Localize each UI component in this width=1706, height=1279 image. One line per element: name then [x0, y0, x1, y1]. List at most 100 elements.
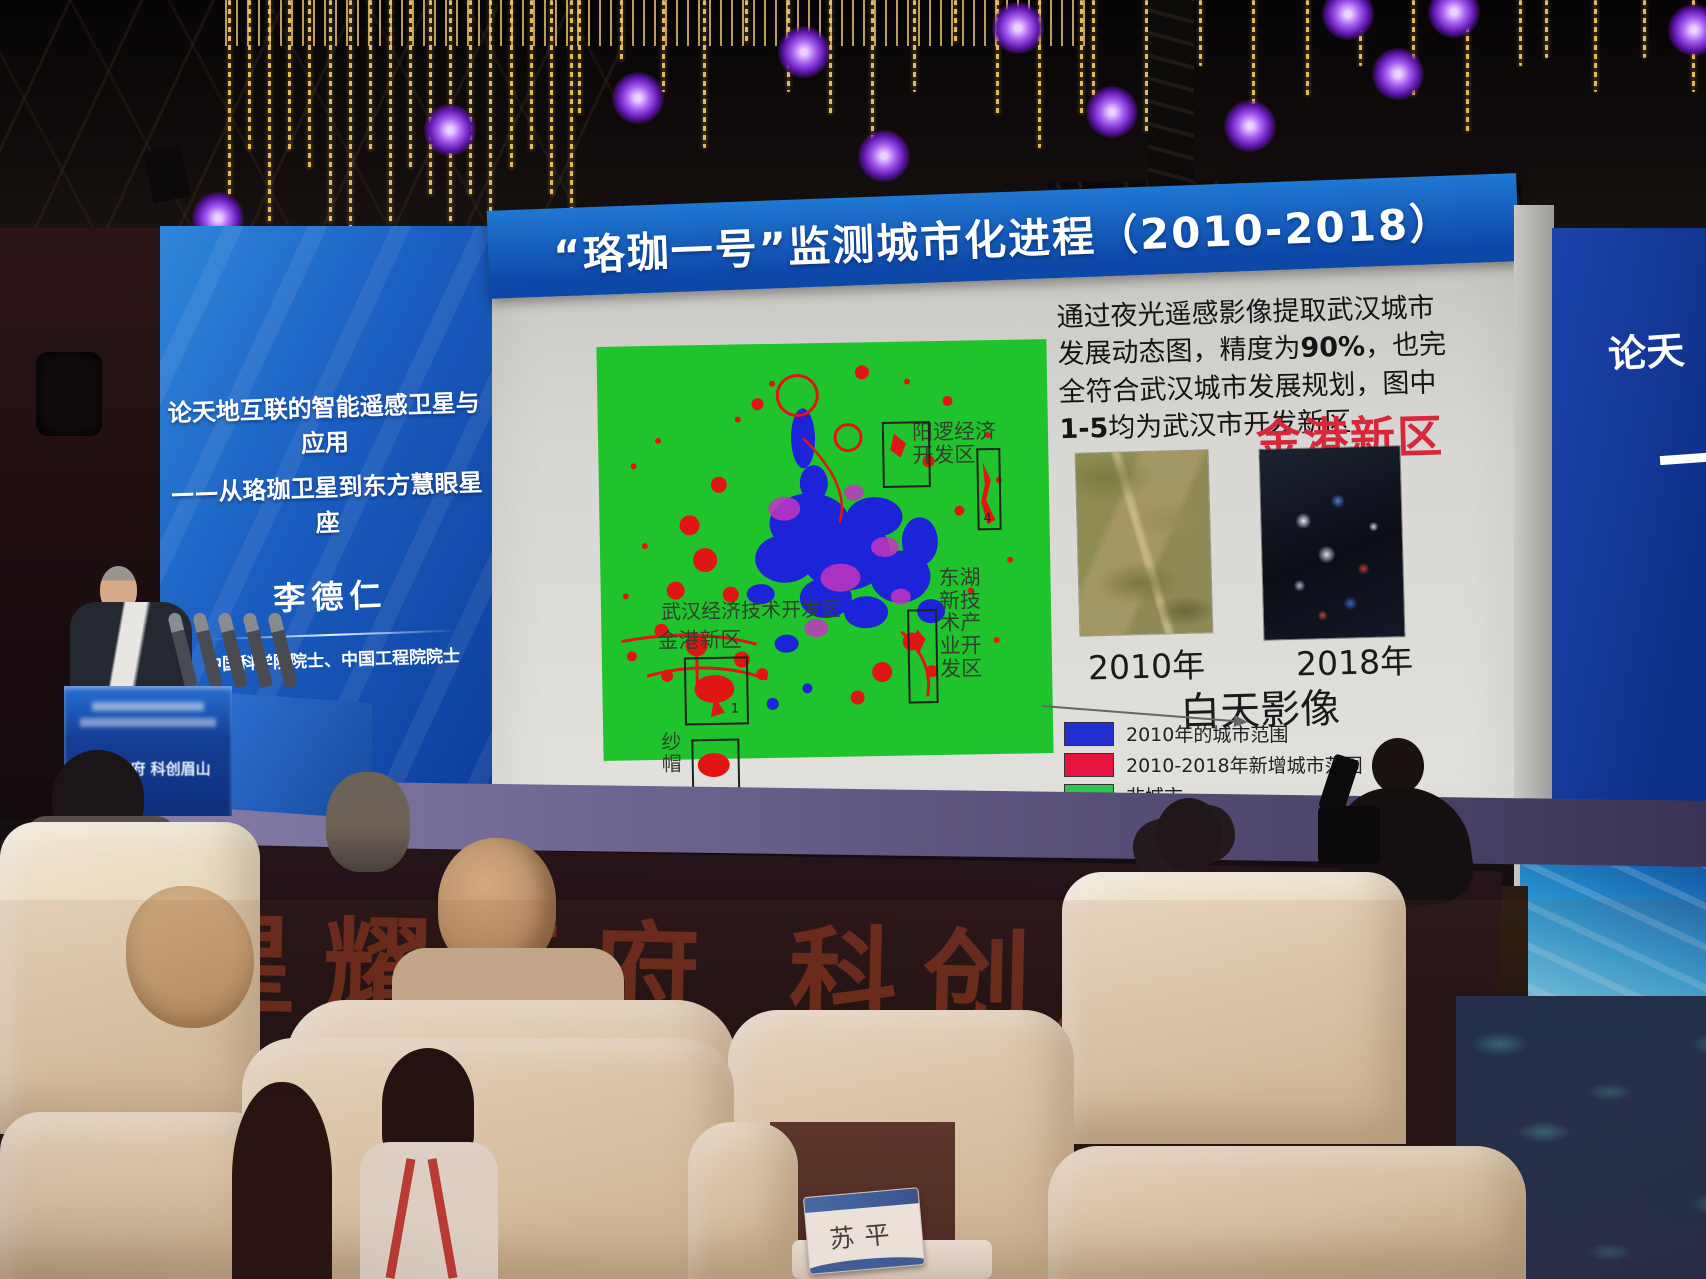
purple-stage-light	[1668, 4, 1706, 56]
audience-head-grey	[326, 772, 410, 872]
legend-row-urban-2010: 2010年的城市范围	[1064, 720, 1288, 747]
light-strand	[1594, 0, 1597, 92]
map-box-number-4: 4	[983, 511, 992, 527]
light-strand	[248, 0, 252, 152]
light-strand	[308, 0, 312, 170]
light-strand	[469, 0, 473, 195]
light-strand	[1198, 0, 1202, 66]
light-strand	[328, 0, 332, 225]
purple-stage-light	[992, 2, 1044, 54]
map-box-yangluo	[881, 421, 931, 488]
sofa-chaise-right	[1062, 872, 1406, 1144]
wall-speaker-stack	[36, 352, 102, 436]
name-tag: 苏平	[802, 1187, 926, 1275]
talk-title-line2: ——从珞珈卫星到东方慧眼星座	[170, 468, 483, 538]
purple-stage-light	[1372, 48, 1424, 100]
satellite-photo-2010	[1075, 450, 1213, 636]
camera-body	[1318, 806, 1380, 864]
purple-stage-light	[424, 104, 476, 156]
audience-head-front	[382, 1048, 474, 1160]
purple-stage-light	[1224, 100, 1276, 152]
podium-blurred-line	[80, 718, 216, 727]
light-strand	[912, 0, 916, 92]
paragraph-seg-bold: 90%	[1300, 331, 1366, 365]
light-strand	[429, 0, 433, 195]
legend-row-urban-new: 2010-2018年新增城市范围	[1064, 751, 1363, 778]
light-strand	[509, 0, 513, 170]
sofa-front-right	[1048, 1146, 1526, 1279]
purple-stage-light	[778, 26, 830, 78]
light-strand	[1465, 0, 1469, 132]
map-label-shamao: 纱帽	[661, 729, 682, 776]
legend-label: 2010-2018年新增城市范围	[1126, 755, 1363, 777]
purple-stage-light	[858, 130, 910, 182]
legend-label: 2010年的城市范围	[1126, 724, 1289, 746]
paragraph-seg-bold: 1-5	[1059, 412, 1109, 446]
light-strand	[745, 0, 749, 45]
light-strand-group-left	[228, 0, 573, 235]
map-graphic	[596, 339, 1054, 777]
light-strand	[228, 0, 231, 195]
sofa-front-center	[688, 1122, 798, 1279]
map-label-jingang: 金港新区	[657, 627, 742, 653]
legend-swatch-blue	[1064, 721, 1114, 746]
light-strand	[1252, 0, 1256, 132]
audience-head-leaning	[1156, 798, 1222, 872]
light-strand	[1145, 0, 1149, 132]
light-strand	[529, 0, 533, 152]
name-tag-name: 苏平	[828, 1218, 901, 1254]
light-strand	[489, 0, 493, 235]
talk-title-line1: 论天地互联的智能遥感卫星与应用	[167, 388, 481, 458]
throw-blanket	[126, 886, 254, 1028]
light-strand	[870, 0, 874, 148]
light-strand	[1079, 0, 1083, 115]
light-strand	[1038, 0, 1042, 148]
light-strand	[268, 0, 272, 225]
light-strand	[288, 0, 292, 152]
gold-bead-topband	[225, 0, 1085, 46]
audience-head-front-dark	[232, 1082, 332, 1279]
urbanization-map: 阳逻经济开发区 武汉经济技术开发区 东湖新技术产业开发区 金港新区 纱帽 4 1	[596, 339, 1054, 794]
right-panel-dash	[1659, 451, 1706, 466]
light-strand	[1305, 0, 1309, 96]
light-strand	[996, 0, 1000, 115]
light-strand	[348, 0, 352, 235]
legend-swatch-red	[1064, 752, 1114, 777]
truss-bar-vertical	[1148, 0, 1194, 190]
screen-wall-edge	[1514, 205, 1554, 905]
satellite-photo-2018	[1259, 446, 1405, 640]
light-strand	[661, 0, 665, 92]
right-presentation-panel: 论天	[1552, 228, 1706, 862]
light-strand	[549, 0, 553, 195]
light-strand	[619, 0, 623, 62]
light-strand	[578, 0, 581, 115]
map-box-donghu	[907, 609, 939, 704]
light-strand	[954, 0, 958, 45]
daytime-arrow	[1041, 705, 1248, 728]
light-strand	[1092, 0, 1095, 96]
purple-stage-light	[1322, 0, 1374, 40]
map-box-shamao	[691, 738, 741, 794]
light-strand	[1545, 0, 1548, 58]
light-strand	[388, 0, 392, 225]
light-strand	[1519, 0, 1522, 66]
light-strand	[703, 0, 707, 148]
right-wall-glow	[1520, 852, 1706, 1020]
right-panel-partial-title: 论天	[1606, 327, 1686, 378]
light-strand	[569, 0, 573, 225]
photographer-head	[1372, 738, 1424, 794]
purple-stage-light	[612, 72, 664, 124]
light-strand	[828, 0, 832, 115]
map-box-number-1: 1	[730, 701, 740, 717]
map-box-1	[683, 656, 750, 726]
purple-stage-light	[1086, 86, 1138, 138]
podium-microphones	[167, 611, 298, 689]
light-strand	[1412, 0, 1416, 96]
light-strand	[408, 0, 412, 170]
light-strand	[368, 0, 372, 152]
light-strand	[1643, 0, 1646, 58]
map-label-donghu: 东湖新技术产业开发区	[938, 565, 983, 681]
podium-blurred-line	[92, 702, 204, 711]
sofa-front-left	[0, 1112, 272, 1279]
